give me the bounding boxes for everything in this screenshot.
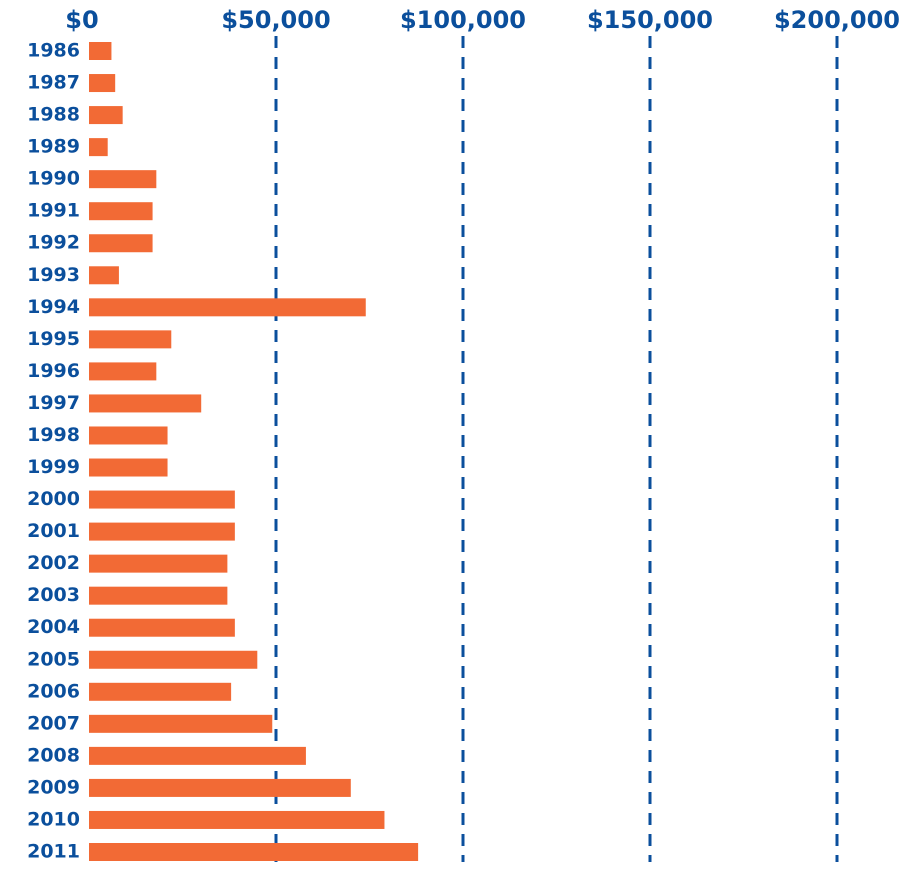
y-tick-label: 2006 bbox=[27, 680, 80, 702]
y-tick-label: 1995 bbox=[27, 328, 80, 350]
bar bbox=[89, 714, 273, 733]
y-tick-label: 2011 bbox=[27, 841, 80, 863]
bar bbox=[89, 106, 123, 125]
y-tick-label: 2005 bbox=[27, 648, 80, 670]
bar bbox=[89, 394, 202, 413]
bar bbox=[89, 298, 366, 317]
bar bbox=[89, 618, 235, 637]
x-tick-label: $150,000 bbox=[587, 6, 713, 34]
x-tick-label: $100,000 bbox=[400, 6, 526, 34]
bar bbox=[89, 458, 168, 477]
bar bbox=[89, 586, 228, 605]
bar bbox=[89, 170, 157, 189]
bar bbox=[89, 74, 116, 93]
bar bbox=[89, 202, 153, 221]
y-tick-label: 1988 bbox=[27, 104, 80, 126]
bar bbox=[89, 426, 168, 445]
bar bbox=[89, 234, 153, 253]
x-tick-label: $50,000 bbox=[221, 6, 330, 34]
y-tick-label: 1992 bbox=[27, 232, 80, 254]
bar bbox=[89, 266, 119, 285]
y-tick-label: 1989 bbox=[27, 136, 80, 158]
y-tick-label: 1998 bbox=[27, 424, 80, 446]
bar bbox=[89, 138, 108, 157]
y-tick-label: 1997 bbox=[27, 392, 80, 414]
bar bbox=[89, 330, 172, 349]
y-tick-label: 2000 bbox=[27, 488, 80, 510]
y-tick-label: 2007 bbox=[27, 712, 80, 734]
bar bbox=[89, 490, 235, 509]
y-tick-label: 2003 bbox=[27, 584, 80, 606]
bar bbox=[89, 42, 112, 60]
y-tick-label: 2002 bbox=[27, 552, 80, 574]
y-tick-label: 1999 bbox=[27, 456, 80, 478]
bar bbox=[89, 682, 232, 701]
x-tick-label: $0 bbox=[65, 6, 98, 34]
y-tick-label: 1994 bbox=[27, 296, 80, 318]
bar bbox=[89, 650, 258, 669]
bar bbox=[89, 843, 419, 861]
y-tick-label: 1991 bbox=[27, 200, 80, 222]
y-tick-label: 2004 bbox=[27, 616, 80, 638]
y-tick-label: 1987 bbox=[27, 72, 80, 94]
bar bbox=[89, 778, 351, 797]
y-tick-label: 1986 bbox=[27, 40, 80, 62]
bar bbox=[89, 554, 228, 573]
bar bbox=[89, 810, 385, 829]
bar bbox=[89, 362, 157, 381]
y-tick-label: 2010 bbox=[27, 808, 80, 830]
bar bbox=[89, 522, 235, 541]
y-tick-label: 2009 bbox=[27, 776, 80, 798]
y-tick-label: 1990 bbox=[27, 168, 80, 190]
y-tick-label: 2008 bbox=[27, 744, 80, 766]
y-tick-label: 2001 bbox=[27, 520, 80, 542]
bar bbox=[89, 746, 306, 765]
y-tick-label: 1996 bbox=[27, 360, 80, 382]
x-tick-label: $200,000 bbox=[774, 6, 900, 34]
y-tick-label: 1993 bbox=[27, 264, 80, 286]
